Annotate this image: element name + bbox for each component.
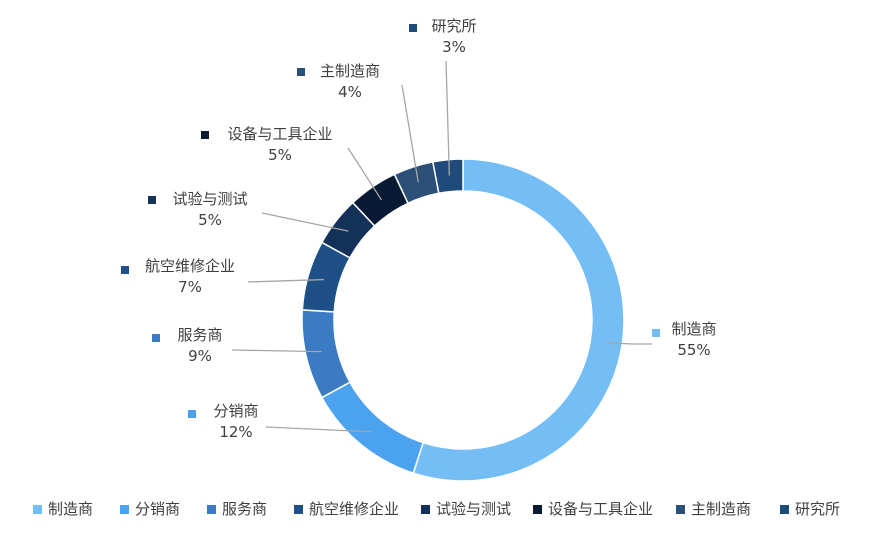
legend-swatch-5: [533, 505, 542, 514]
label-swatch-7: [409, 24, 417, 32]
leader-line-3: [247, 278, 324, 283]
slice-2: [301, 309, 351, 399]
label-swatch-0: [652, 329, 660, 337]
legend-swatch-0: [33, 505, 42, 514]
legend-swatch-3: [294, 505, 303, 514]
leader-line-6: [401, 84, 419, 183]
label-swatch-6: [297, 68, 305, 76]
legend: 制造商 分销商 服务商 航空维修企业 试验与测试 设备与工具企业 主制造商 研究所: [33, 500, 840, 518]
label-percent-4: 5%: [198, 211, 222, 229]
legend-swatch-6: [676, 505, 685, 514]
legend-label-2: 服务商: [222, 500, 267, 518]
label-percent-7: 3%: [442, 38, 466, 56]
label-swatch-5: [201, 131, 209, 139]
legend-label-1: 分销商: [135, 500, 180, 518]
slice-0: [412, 158, 625, 482]
label-name-6: 主制造商: [320, 62, 380, 80]
label-swatch-3: [121, 266, 129, 274]
leader-line-2: [231, 349, 322, 353]
legend-label-7: 研究所: [795, 500, 840, 518]
leader-line-1: [265, 426, 371, 433]
label-percent-0: 55%: [677, 341, 710, 359]
label-name-7: 研究所: [431, 17, 476, 35]
label-percent-5: 5%: [268, 146, 292, 164]
label-name-1: 分销商: [213, 402, 258, 420]
legend-label-6: 主制造商: [691, 500, 751, 518]
label-name-3: 航空维修企业: [145, 257, 235, 275]
data-labels: 制造商 55% 分销商 12% 服务商 9% 航空维修企业 7% 试验与测试 5% 设备与工具企业 5…: [121, 17, 717, 441]
label-percent-6: 4%: [338, 83, 362, 101]
leader-line-4: [261, 212, 349, 232]
legend-label-3: 航空维修企业: [309, 500, 399, 518]
label-swatch-4: [148, 196, 156, 204]
legend-label-4: 试验与测试: [436, 500, 511, 518]
slice-1: [320, 381, 425, 475]
donut-slices: [301, 158, 625, 482]
label-swatch-1: [188, 410, 196, 418]
leader-line-5: [347, 147, 383, 201]
legend-swatch-4: [421, 505, 430, 514]
label-percent-3: 7%: [178, 278, 202, 296]
legend-swatch-7: [780, 505, 789, 514]
leader-lines: [231, 60, 652, 433]
leader-line-7: [445, 60, 451, 176]
legend-swatch-1: [120, 505, 129, 514]
label-name-2: 服务商: [177, 326, 222, 344]
legend-label-0: 制造商: [48, 500, 93, 518]
label-percent-1: 12%: [219, 423, 252, 441]
label-percent-2: 9%: [188, 347, 212, 365]
label-swatch-2: [152, 334, 160, 342]
label-name-0: 制造商: [671, 320, 716, 338]
legend-label-5: 设备与工具企业: [548, 500, 653, 518]
label-name-5: 设备与工具企业: [227, 125, 332, 143]
slice-7: [431, 158, 464, 195]
legend-swatch-2: [207, 505, 216, 514]
leader-line-0: [606, 342, 633, 345]
label-name-4: 试验与测试: [172, 190, 247, 208]
